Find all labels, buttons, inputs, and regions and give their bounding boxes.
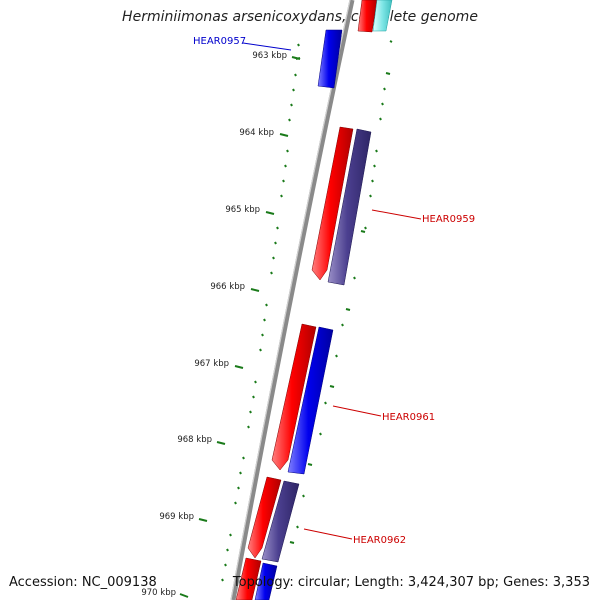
- gene-hear0960[interactable]: [271, 323, 317, 471]
- leader-hear0962: [303, 528, 353, 540]
- leader-hear0959: [371, 209, 422, 220]
- gene-hear0959[interactable]: [327, 128, 372, 286]
- leader-hear0961: [332, 405, 382, 417]
- gene-hear0961[interactable]: [287, 326, 334, 475]
- topology-label: Topology: circular; Length: 3,424,307 bp…: [232, 575, 590, 590]
- gene-red-lower[interactable]: [247, 476, 282, 559]
- scale-label-969: 969 kbp: [159, 512, 194, 522]
- major-ticks: [179, 56, 301, 598]
- gene-red-bottom[interactable]: [235, 557, 262, 600]
- scale-label-965: 965 kbp: [225, 205, 260, 215]
- scale-label-968: 968 kbp: [177, 435, 212, 445]
- gene-label-hear0959[interactable]: HEAR0959: [422, 214, 475, 225]
- tick-track-outer: [289, 40, 393, 544]
- accession-label: Accession: NC_009138: [9, 575, 157, 590]
- leader-hear0957: [242, 42, 292, 51]
- scale-label-964: 964 kbp: [239, 128, 274, 138]
- gene-label-hear0961[interactable]: HEAR0961: [382, 412, 435, 423]
- scale-label-966: 966 kbp: [210, 282, 245, 292]
- gene-top-cyan-partial[interactable]: [372, 0, 393, 32]
- gene-blue-bottom[interactable]: [254, 562, 278, 600]
- scale-label-970: 970 kbp: [141, 588, 176, 598]
- gene-hear0957[interactable]: [317, 29, 343, 89]
- gene-label-hear0957[interactable]: HEAR0957: [193, 36, 246, 47]
- scale-label-963: 963 kbp: [252, 51, 287, 61]
- gene-top-red-partial[interactable]: [357, 0, 378, 33]
- gene-hear0962[interactable]: [261, 480, 300, 563]
- gene-hear0958[interactable]: [311, 126, 354, 281]
- scale-label-967: 967 kbp: [194, 359, 229, 369]
- gene-label-hear0962[interactable]: HEAR0962: [353, 535, 406, 546]
